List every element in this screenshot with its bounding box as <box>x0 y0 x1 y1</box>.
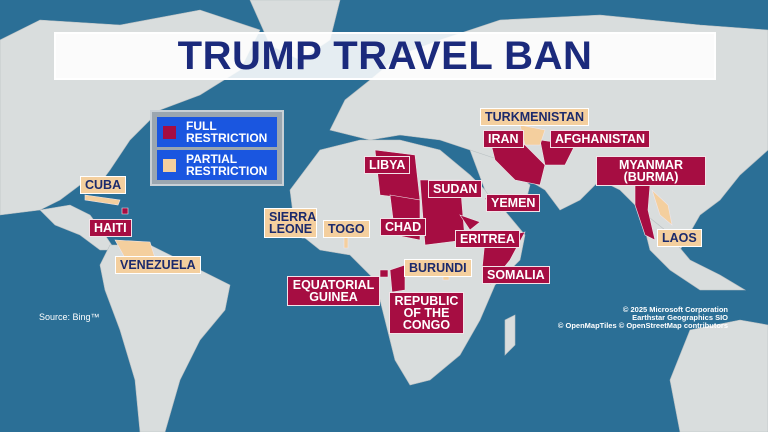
label-libya: LIBYA <box>364 156 411 174</box>
madagascar-landmass <box>504 314 516 356</box>
label-turkmenistan: TURKMENISTAN <box>480 108 590 126</box>
attribution-line: Earthstar Geographics SIO <box>632 313 728 322</box>
legend-full: FULL RESTRICTION <box>157 117 277 147</box>
label-venezuela: VENEZUELA <box>115 256 201 274</box>
map-attribution: © 2025 Microsoft Corporation Earthstar G… <box>558 306 728 330</box>
label-somalia: SOMALIA <box>482 266 550 284</box>
haiti-shape <box>121 207 129 215</box>
label-sudan: SUDAN <box>428 180 483 198</box>
legend-full-label: FULL RESTRICTION <box>186 119 268 145</box>
label-myanmar: MYANMAR (BURMA) <box>596 156 706 186</box>
label-burundi: BURUNDI <box>404 259 472 277</box>
congo-shape <box>389 264 406 293</box>
map-title: TRUMP TRAVEL BAN <box>177 33 593 78</box>
legend-partial-label: PARTIAL RESTRICTION <box>186 152 268 178</box>
legend-partial: PARTIAL RESTRICTION <box>157 150 277 180</box>
label-togo: TOGO <box>323 220 370 238</box>
cuba-shape <box>84 194 121 206</box>
equatorial-guinea-shape <box>379 269 389 278</box>
label-haiti: HAITI <box>89 219 132 237</box>
label-cuba: CUBA <box>80 176 127 194</box>
label-yemen: YEMEN <box>486 194 541 212</box>
label-republic-of-the-congo: REPUBLIC OF THE CONGO <box>389 292 464 334</box>
legend: FULL RESTRICTION PARTIAL RESTRICTION <box>150 110 284 186</box>
label-laos: LAOS <box>657 229 702 247</box>
title-banner: TRUMP TRAVEL BAN <box>54 32 716 80</box>
label-afghanistan: AFGHANISTAN <box>550 130 651 148</box>
label-equatorial-guinea: EQUATORIAL GUINEA <box>287 276 380 306</box>
attribution-line: © OpenMapTiles © OpenStreetMap contribut… <box>557 321 728 330</box>
australia-landmass <box>669 319 768 432</box>
laos-shape <box>651 188 673 226</box>
label-sierra-leone: SIERRA LEONE <box>264 208 317 238</box>
label-eritrea: ERITREA <box>455 230 520 248</box>
eritrea-shape <box>459 214 481 231</box>
label-chad: CHAD <box>380 218 427 236</box>
attribution-line: © 2025 Microsoft Corporation <box>622 305 728 314</box>
partial-swatch <box>163 158 176 172</box>
label-iran: IRAN <box>483 130 524 148</box>
source-label: Source: Bing™ <box>39 312 100 322</box>
full-swatch <box>163 125 176 139</box>
